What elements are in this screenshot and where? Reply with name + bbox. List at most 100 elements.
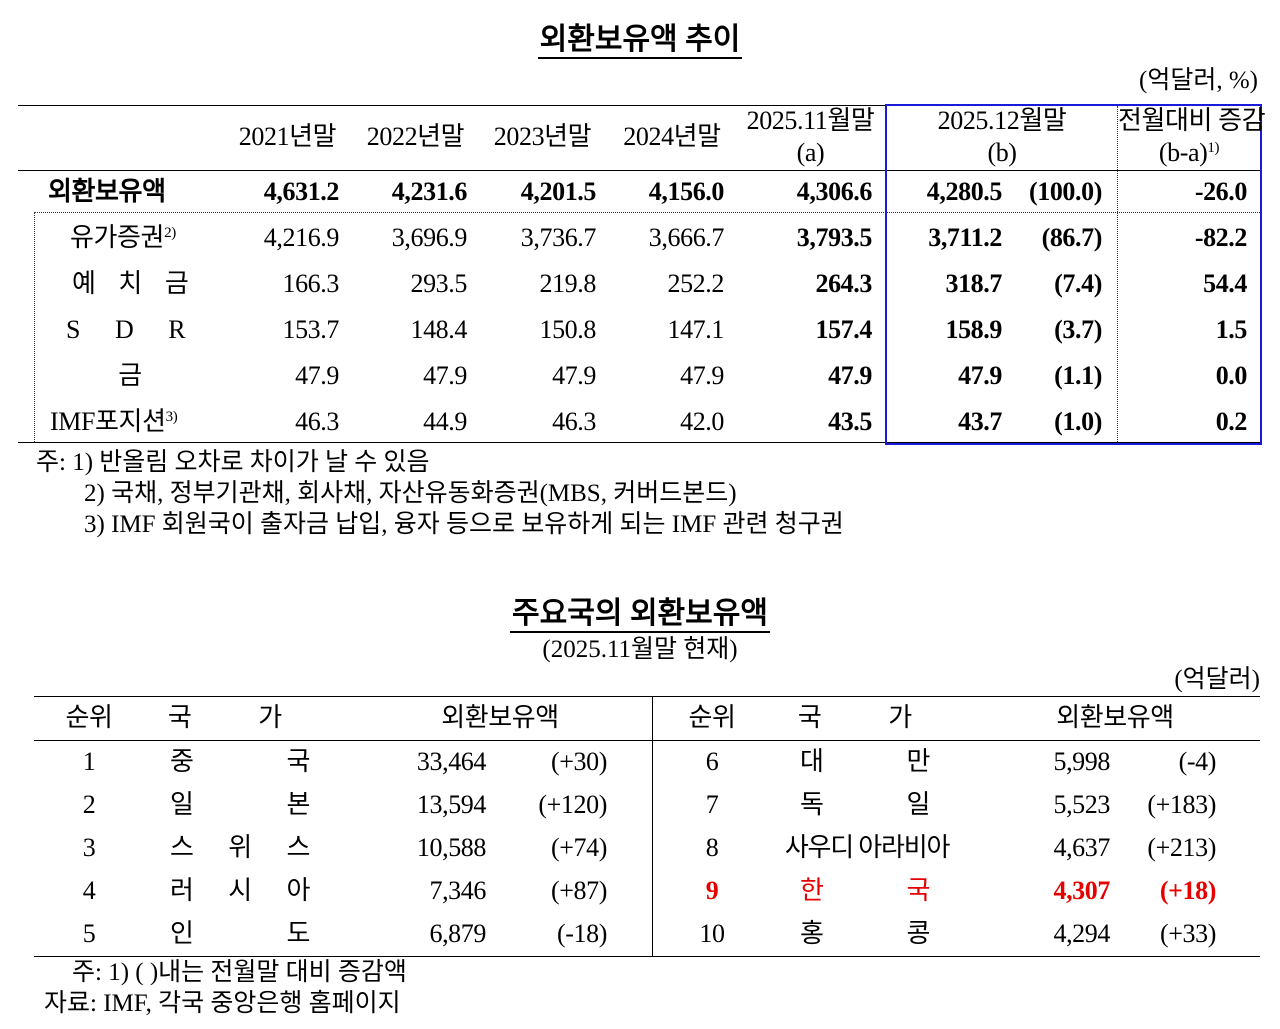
header-nov-line2: (a)	[796, 138, 825, 167]
table1-top-rule	[18, 105, 1262, 106]
cell-2021: 46.3	[295, 407, 339, 436]
change: (-18)	[557, 919, 607, 948]
country: 러 시 아	[170, 876, 310, 905]
country: 스 위 스	[170, 833, 310, 862]
cell-share: (1.0)	[1054, 407, 1102, 436]
change: (+74)	[551, 833, 607, 862]
cell-change: 0.0	[1215, 361, 1248, 390]
note-3: 3) IMF 회원국이 출자금 납입, 융자 등으로 보유하게 되는 IMF 관…	[84, 511, 844, 538]
header-change-line2: (b-a)1)	[1158, 138, 1220, 167]
amount: 10,588	[416, 833, 487, 862]
cell-2023: 3,736.7	[520, 223, 597, 252]
country: 대 만	[800, 747, 930, 776]
amount: 4,637	[1053, 833, 1110, 862]
row-label: 유가증권2)	[70, 223, 176, 252]
cell-nov: 47.9	[828, 361, 872, 390]
cell-dec: 318.7	[945, 269, 1002, 298]
cell-share: (3.7)	[1054, 315, 1102, 344]
amount: 5,523	[1053, 790, 1110, 819]
unit-label-1: (억달러, %)	[1139, 67, 1258, 94]
cell-change: 0.2	[1215, 407, 1248, 436]
cell-change: -26.0	[1194, 177, 1248, 206]
amount: 4,294	[1053, 919, 1110, 948]
row-label: 예 치 금	[72, 269, 197, 298]
cell-2024: 42.0	[680, 407, 724, 436]
cell-2023: 46.3	[552, 407, 596, 436]
header-2024: 2024년말	[623, 122, 721, 151]
highlight-box	[885, 104, 1262, 445]
cell-nov: 4,306.6	[796, 177, 873, 206]
header-country-left: 국 가	[167, 703, 313, 732]
rank: 4	[82, 876, 96, 905]
cell-share: (86.7)	[1041, 223, 1103, 252]
rank: 8	[705, 833, 719, 862]
note-1: 주: 1) 반올림 오차로 차이가 날 수 있음	[36, 449, 430, 476]
cell-dec: 47.9	[958, 361, 1002, 390]
table2-center-divider	[652, 697, 653, 956]
header-rank-left: 순위	[65, 703, 113, 732]
cell-2021: 47.9	[295, 361, 339, 390]
table1-dotted-rule	[34, 212, 1262, 213]
change: (+120)	[538, 790, 607, 819]
amount: 4,307	[1053, 876, 1110, 905]
header-rank-right: 순위	[688, 703, 736, 732]
rank: 9	[705, 876, 719, 905]
rank: 1	[82, 747, 96, 776]
header-2022: 2022년말	[366, 122, 465, 151]
cell-2022: 148.4	[410, 315, 467, 344]
rank: 6	[705, 747, 719, 776]
header-dec-line2: (b)	[987, 138, 1017, 167]
header-nov-line1: 2025.11월말	[746, 106, 875, 135]
cell-2024: 252.2	[667, 269, 724, 298]
note-source: 자료: IMF, 각국 중앙은행 홈페이지	[44, 990, 401, 1017]
change: (+213)	[1147, 833, 1216, 862]
table1-change-col-divider	[1117, 106, 1118, 442]
cell-2024: 3,666.7	[648, 223, 725, 252]
rank: 7	[705, 790, 719, 819]
cell-2021: 166.3	[282, 269, 339, 298]
table2-bottom-rule	[34, 956, 1260, 957]
title-reserves-trend: 외환보유액 추이	[0, 22, 1280, 59]
change: (+30)	[551, 747, 607, 776]
cell-2023: 219.8	[539, 269, 596, 298]
table1-header-rule	[18, 170, 1262, 171]
header-dec-line1: 2025.12월말	[937, 106, 1067, 135]
row-label: S D R	[66, 315, 200, 344]
header-reserves-right: 외환보유액	[1056, 703, 1174, 732]
cell-2023: 4,201.5	[520, 177, 597, 206]
cell-2024: 4,156.0	[648, 177, 725, 206]
table1-bottom-rule	[18, 442, 1262, 443]
cell-change: 54.4	[1203, 269, 1247, 298]
note-change-amount: 주: 1) ( )내는 전월말 대비 증감액	[72, 959, 407, 986]
amount: 6,879	[429, 919, 486, 948]
cell-share: (1.1)	[1054, 361, 1102, 390]
country: 독 일	[800, 790, 930, 819]
change: (-4)	[1178, 747, 1217, 776]
country: 사우디 아라비아	[784, 833, 951, 862]
cell-2022: 44.9	[423, 407, 467, 436]
table2-top-rule	[34, 696, 1260, 697]
cell-dec: 158.9	[945, 315, 1002, 344]
header-2021: 2021년말	[238, 122, 337, 151]
cell-2021: 4,216.9	[263, 223, 340, 252]
amount: 33,464	[416, 747, 487, 776]
cell-2021: 153.7	[282, 315, 339, 344]
amount: 7,346	[429, 876, 486, 905]
row-label: IMF포지션3)	[50, 407, 178, 436]
change: (+33)	[1160, 919, 1216, 948]
cell-2021: 4,631.2	[263, 177, 340, 206]
subtitle-as-of: (2025.11월말 현재)	[542, 636, 738, 663]
cell-nov: 157.4	[815, 315, 872, 344]
cell-nov: 43.5	[828, 407, 872, 436]
cell-2023: 150.8	[539, 315, 596, 344]
cell-change: -82.2	[1194, 223, 1248, 252]
cell-share: (100.0)	[1028, 177, 1102, 206]
rank: 2	[82, 790, 96, 819]
cell-nov: 3,793.5	[796, 223, 873, 252]
rank: 3	[82, 833, 96, 862]
table2-header-rule	[34, 740, 1260, 741]
change: (+18)	[1159, 876, 1217, 905]
cell-dec: 4,280.5	[926, 177, 1003, 206]
row-label: 외환보유액	[48, 177, 166, 206]
cell-dec: 43.7	[958, 407, 1002, 436]
